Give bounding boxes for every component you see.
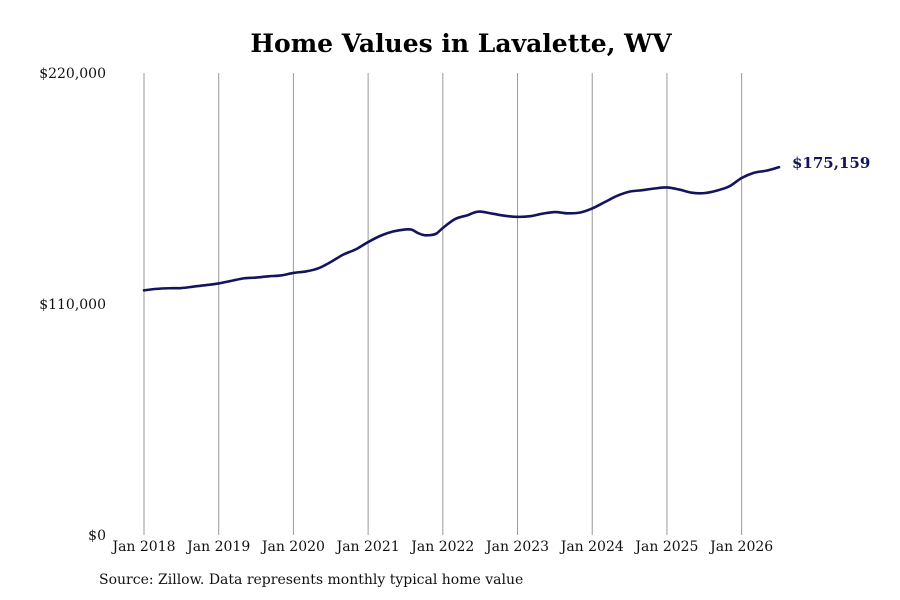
x-tick-label: Jan 2019 <box>185 539 250 555</box>
x-tick-label: Jan 2024 <box>559 539 624 555</box>
x-tick-label: Jan 2026 <box>708 539 773 555</box>
x-tick-label: Jan 2025 <box>633 539 698 555</box>
series-layer: $175,159 <box>142 154 870 292</box>
x-tick-label: Jan 2021 <box>335 539 400 555</box>
chart-title: Home Values in Lavalette, WV <box>250 29 672 58</box>
y-axis-tick-labels: $0 $110,000 $220,000 <box>39 66 106 544</box>
y-tick-label: $0 <box>88 528 106 544</box>
x-tick-label: Jan 2023 <box>484 539 549 555</box>
y-tick-label: $110,000 <box>39 297 106 313</box>
x-tick-label: Jan 2018 <box>110 539 175 555</box>
gridlines <box>143 73 743 535</box>
x-tick-label: Jan 2022 <box>409 539 474 555</box>
y-tick-label: $220,000 <box>39 66 106 82</box>
source-note: Source: Zillow. Data represents monthly … <box>99 572 524 588</box>
x-tick-label: Jan 2020 <box>260 539 325 555</box>
series-line <box>142 165 781 292</box>
end-value-label: $175,159 <box>792 154 870 172</box>
x-axis-tick-labels: Jan 2018 Jan 2019 Jan 2020 Jan 2021 Jan 2022… <box>110 539 773 555</box>
